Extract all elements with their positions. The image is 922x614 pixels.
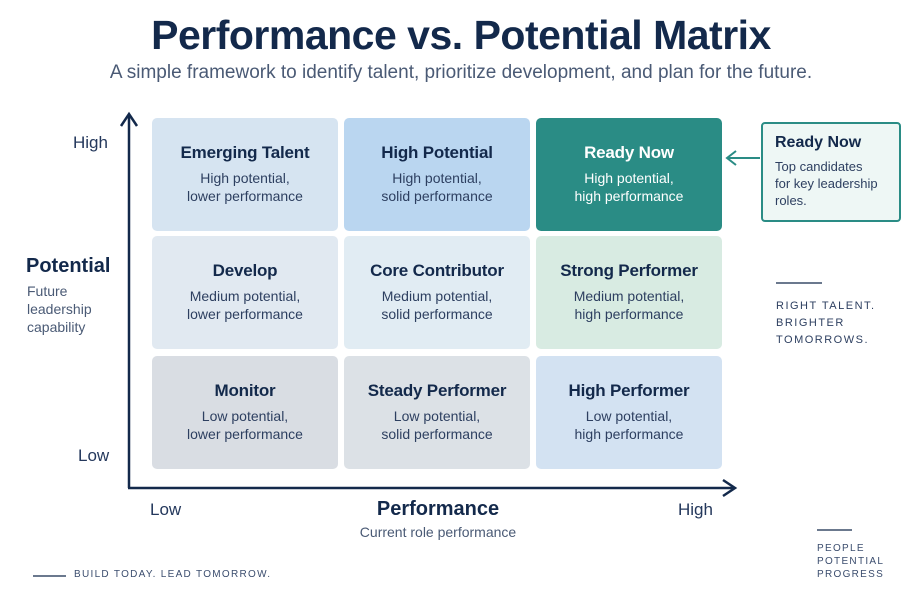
cell-high-potential: High Potential High potential, solid per… [344, 118, 530, 231]
x-axis-high-label: High [678, 500, 713, 520]
cell-line: lower performance [152, 305, 338, 323]
cell-line: Medium potential, [344, 287, 530, 305]
cell-steady-performer: Steady Performer Low potential, solid pe… [344, 356, 530, 469]
cell-line: High potential, [536, 169, 722, 187]
cell-line: solid performance [344, 187, 530, 205]
cell-ready-now: Ready Now High potential, high performan… [536, 118, 722, 231]
cell-develop: Develop Medium potential, lower performa… [152, 236, 338, 349]
cell-title: Steady Performer [344, 381, 530, 401]
cell-description: Low potential, lower performance [152, 407, 338, 443]
cell-title: Core Contributor [344, 261, 530, 281]
cell-line: High potential, [344, 169, 530, 187]
cell-line: lower performance [152, 187, 338, 205]
tagline-line: TOMORROWS. [776, 332, 876, 349]
cell-title: Emerging Talent [152, 143, 338, 163]
cell-title: Develop [152, 261, 338, 281]
cell-description: Medium potential, lower performance [152, 287, 338, 323]
cell-line: high performance [536, 187, 722, 205]
cell-line: High potential, [152, 169, 338, 187]
cell-title: High Potential [344, 143, 530, 163]
cell-core-contributor: Core Contributor Medium potential, solid… [344, 236, 530, 349]
tagline-line: BRIGHTER [776, 315, 876, 332]
cell-line: Low potential, [344, 407, 530, 425]
tagline: RIGHT TALENT. BRIGHTER TOMORROWS. [776, 298, 876, 349]
cell-line: Medium potential, [152, 287, 338, 305]
cell-description: High potential, lower performance [152, 169, 338, 205]
cell-line: high performance [536, 425, 722, 443]
cell-description: High potential, high performance [536, 169, 722, 205]
y-axis-subtitle: Future leadership capability [27, 282, 127, 336]
x-axis-title: Performance [338, 498, 538, 521]
cell-emerging-talent: Emerging Talent High potential, lower pe… [152, 118, 338, 231]
footer-right-line: POTENTIAL [817, 555, 884, 568]
cell-title: Strong Performer [536, 261, 722, 281]
cell-strong-performer: Strong Performer Medium potential, high … [536, 236, 722, 349]
cell-description: Medium potential, solid performance [344, 287, 530, 323]
cell-line: high performance [536, 305, 722, 323]
cell-description: High potential, solid performance [344, 169, 530, 205]
cell-high-performer: High Performer Low potential, high perfo… [536, 356, 722, 469]
y-axis-title: Potential [26, 255, 110, 278]
y-axis-high-label: High [73, 133, 108, 153]
cell-monitor: Monitor Low potential, lower performance [152, 356, 338, 469]
callout-title: Ready Now [775, 134, 889, 152]
callout-line: for key leadership [775, 175, 889, 192]
cell-title: Ready Now [536, 143, 722, 163]
footer-left-slogan: BUILD TODAY. LEAD TOMORROW. [74, 569, 271, 580]
cell-description: Low potential, high performance [536, 407, 722, 443]
footer-right-line: PEOPLE [817, 542, 884, 555]
cell-description: Low potential, solid performance [344, 407, 530, 443]
cell-line: solid performance [344, 425, 530, 443]
cell-line: solid performance [344, 305, 530, 323]
callout-line: roles. [775, 192, 889, 209]
ready-now-callout: Ready Now Top candidates for key leaders… [761, 122, 901, 222]
footer-right-line: PROGRESS [817, 568, 884, 581]
tagline-line: RIGHT TALENT. [776, 298, 876, 315]
x-axis-low-label: Low [150, 500, 181, 520]
x-axis-subtitle: Current role performance [318, 524, 558, 540]
y-axis-low-label: Low [78, 446, 109, 466]
cell-title: High Performer [536, 381, 722, 401]
cell-line: Low potential, [152, 407, 338, 425]
cell-description: Medium potential, high performance [536, 287, 722, 323]
footer-right-slogan: PEOPLE POTENTIAL PROGRESS [817, 542, 884, 581]
callout-description: Top candidates for key leadership roles. [775, 158, 889, 209]
cell-line: lower performance [152, 425, 338, 443]
cell-title: Monitor [152, 381, 338, 401]
cell-line: Low potential, [536, 407, 722, 425]
callout-line: Top candidates [775, 158, 889, 175]
cell-line: Medium potential, [536, 287, 722, 305]
